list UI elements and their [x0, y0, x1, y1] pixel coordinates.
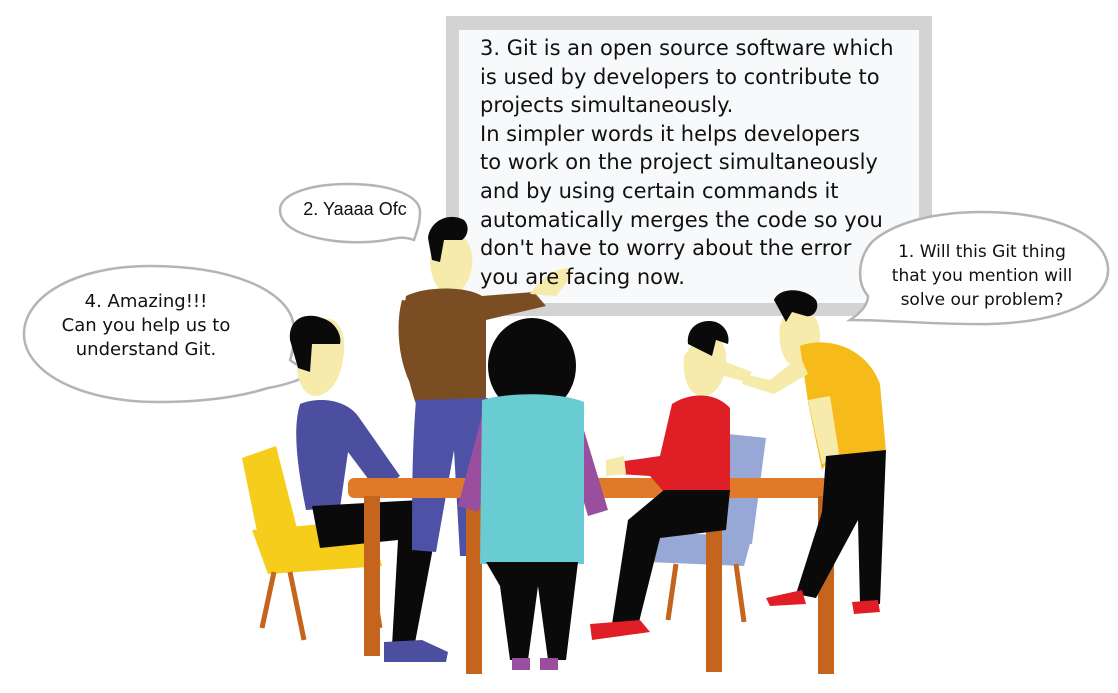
person-back-view [458, 318, 608, 670]
speech-bubble-1-text: 1. Will this Git thing that you mention … [891, 242, 1073, 310]
speech-bubble-4 [22, 264, 321, 404]
person-standing-yellow [742, 290, 886, 614]
whiteboard-text: 3. Git is an open source software which … [480, 36, 894, 289]
speech-bubble-1 [845, 210, 1110, 326]
speech-bubble-4-text: 4. Amazing!!! Can you help us to underst… [61, 291, 231, 360]
speech-bubble-2-text: 2. Yaaaa Ofc [303, 199, 407, 219]
person-seated-red [590, 320, 752, 640]
speech-bubble-2 [278, 182, 422, 244]
whiteboard-surface [459, 30, 919, 303]
